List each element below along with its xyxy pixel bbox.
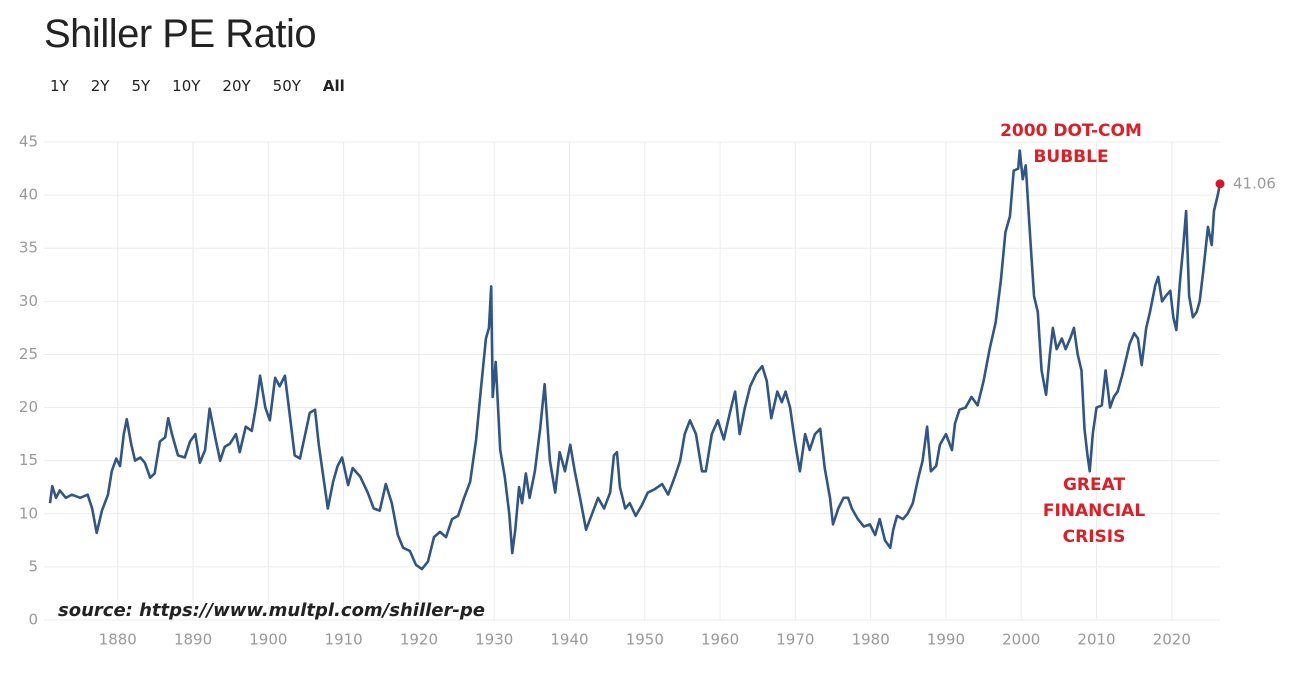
range-button[interactable]: 50Y [272, 77, 301, 95]
x-tick-label: 1900 [249, 631, 287, 649]
x-tick-label: 1960 [701, 631, 739, 649]
annotation: GREAT [1063, 475, 1125, 495]
y-tick-label: 5 [28, 557, 38, 575]
x-tick-label: 1910 [325, 631, 363, 649]
range-button[interactable]: 2Y [90, 77, 110, 95]
annotation: CRISIS [1063, 527, 1126, 547]
range-button[interactable]: 10Y [172, 77, 201, 95]
y-tick-label: 35 [19, 239, 38, 257]
y-tick-label: 40 [19, 186, 38, 204]
range-button[interactable]: 5Y [131, 77, 151, 95]
last-value-label: 41.06 [1233, 174, 1276, 192]
x-tick-label: 1890 [174, 631, 212, 649]
x-tick-label: 1880 [99, 631, 137, 649]
page-title: Shiller PE Ratio [44, 12, 317, 56]
y-tick-label: 10 [19, 504, 38, 522]
annotation: 2000 DOT-COM [1000, 121, 1142, 141]
x-tick-label: 1970 [776, 631, 814, 649]
range-selector: 1Y 2Y 5Y 10Y 20Y 50Y All [50, 77, 367, 95]
y-tick-label: 30 [19, 292, 38, 310]
source-note: source: https://www.multpl.com/shiller-p… [58, 600, 485, 621]
x-tick-label: 2000 [1002, 631, 1040, 649]
y-tick-label: 45 [19, 133, 38, 151]
annotation: BUBBLE [1033, 147, 1108, 167]
y-tick-label: 15 [19, 451, 38, 469]
series-line [48, 149, 1222, 571]
last-point [1215, 179, 1225, 189]
y-tick-label: 0 [28, 611, 38, 629]
range-button[interactable]: 1Y [50, 77, 69, 95]
x-tick-label: 1940 [550, 631, 588, 649]
x-tick-label: 1930 [475, 631, 513, 649]
range-button[interactable]: All [322, 77, 345, 95]
x-tick-label: 1950 [626, 631, 664, 649]
annotation: FINANCIAL [1043, 501, 1146, 521]
x-tick-label: 1990 [927, 631, 965, 649]
x-tick-label: 2010 [1077, 631, 1115, 649]
x-tick-label: 1980 [852, 631, 890, 649]
y-tick-label: 20 [19, 398, 38, 416]
range-button[interactable]: 20Y [222, 77, 251, 95]
y-tick-label: 25 [19, 345, 38, 363]
x-tick-label: 2020 [1153, 631, 1191, 649]
x-tick-label: 1920 [400, 631, 438, 649]
